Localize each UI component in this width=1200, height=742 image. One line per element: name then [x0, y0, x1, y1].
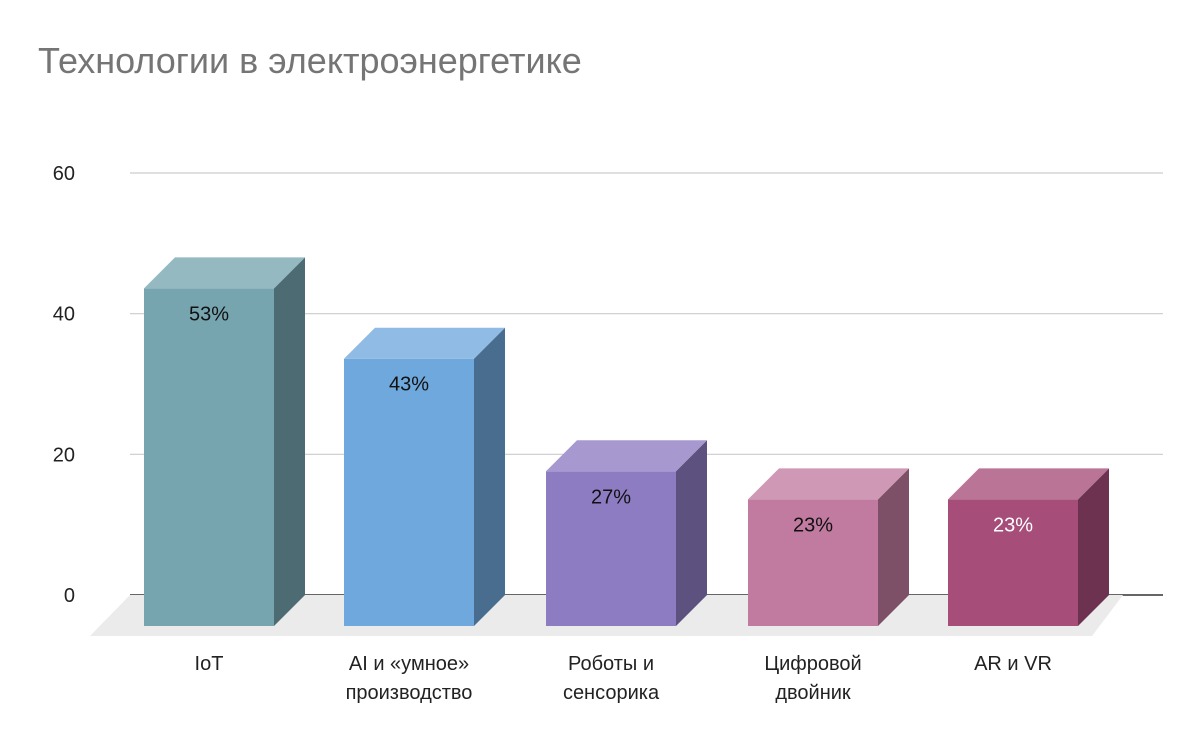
x-category-label: Роботы и сенсорика [563, 653, 660, 704]
x-category-label-line: сенсорика [563, 682, 660, 704]
bar-layer [144, 257, 1109, 626]
x-category-label-line: Цифровой [764, 653, 861, 675]
data-label: 27% [591, 486, 631, 508]
bar-side [676, 440, 707, 626]
x-category-label-line: двойник [775, 682, 851, 704]
x-category-label: Цифровой двойник [764, 653, 861, 704]
bar [144, 257, 305, 626]
x-category-label-line: AR и VR [974, 653, 1052, 675]
y-tick-label: 60 [53, 163, 75, 185]
bar-side [274, 257, 305, 626]
bar-top [748, 468, 909, 500]
label-layer: 53% IoT 43% AI и «умное» производство 27% Робо… [189, 303, 1052, 704]
x-category-label: IoT [195, 653, 224, 675]
data-label: 53% [189, 303, 229, 325]
x-category-label-line: IoT [195, 653, 224, 675]
bar-front [546, 471, 676, 626]
bar [546, 440, 707, 626]
bar-front [144, 288, 274, 626]
bar-side [878, 468, 909, 626]
y-tick-label: 0 [64, 585, 75, 607]
data-label: 43% [389, 374, 429, 396]
bar-front [344, 358, 474, 626]
bar-side [474, 327, 505, 626]
x-category-label-line: производство [346, 682, 473, 704]
bar-top [344, 327, 505, 359]
bar-side [1078, 468, 1109, 626]
y-tick-label: 20 [53, 444, 75, 466]
bar-front [948, 499, 1078, 626]
bar [748, 468, 909, 626]
bar-top [948, 468, 1109, 500]
x-category-label-line: AI и «умное» [349, 653, 469, 675]
data-label: 23% [993, 514, 1033, 536]
data-label: 23% [793, 514, 833, 536]
x-category-label: AI и «умное» производство [346, 653, 473, 704]
chart-title: Технологии в электроэнергетике [38, 40, 582, 81]
x-category-label: AR и VR [974, 653, 1052, 675]
bar-front [748, 499, 878, 626]
bar-top [546, 440, 707, 472]
bar-top [144, 257, 305, 289]
bar [948, 468, 1109, 626]
bar [344, 327, 505, 626]
x-category-label-line: Роботы и [568, 653, 654, 675]
y-tick-label: 40 [53, 304, 75, 326]
